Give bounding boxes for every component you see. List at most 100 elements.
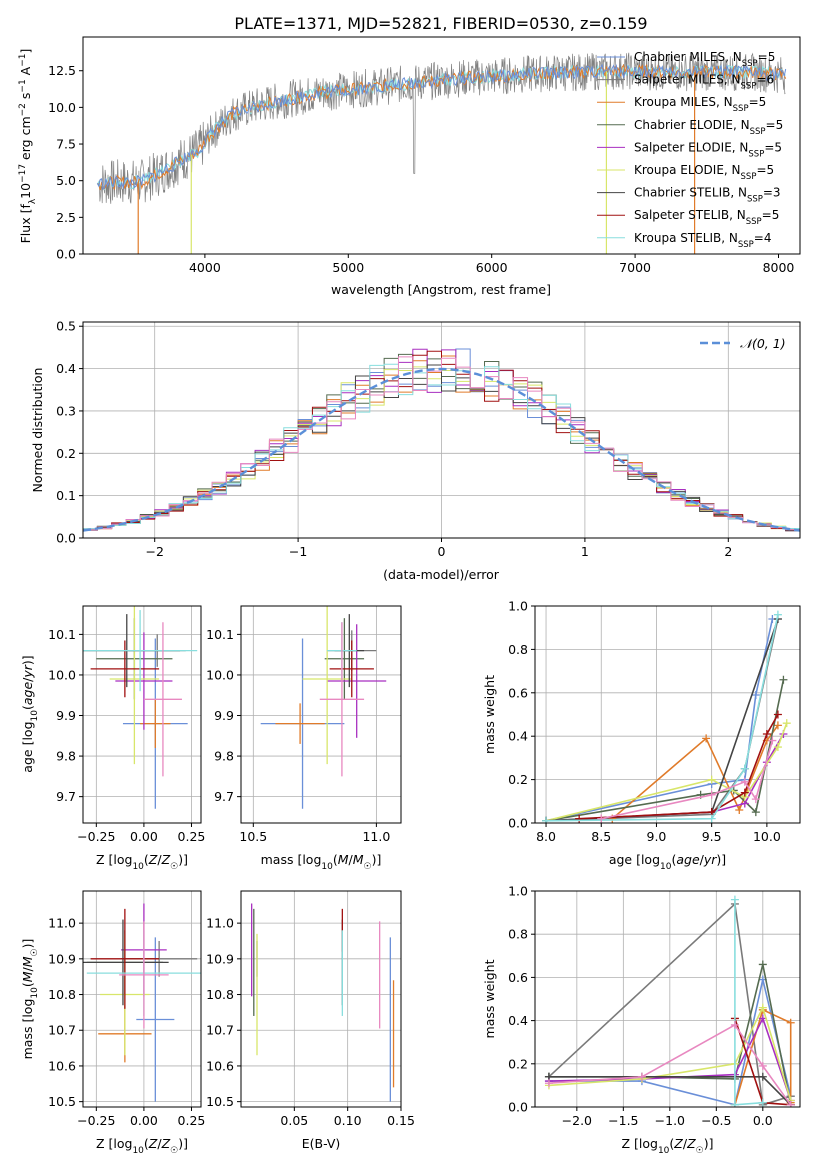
y-tick-label: 0.4 — [508, 1013, 528, 1028]
x-tick-label: −0.25 — [77, 1113, 115, 1128]
mass-weight-marker — [762, 730, 771, 739]
error-bar-point — [140, 699, 171, 748]
mass-weight-marker — [735, 805, 744, 814]
axes-frame — [240, 890, 402, 1108]
mass-weight-marker — [544, 1079, 553, 1088]
y-tick-label: 9.9 — [214, 708, 234, 723]
mass-weight-marker — [740, 764, 749, 773]
y-axis-label: mass weight — [482, 675, 497, 754]
y-axis-label: Normed distribution — [30, 368, 45, 493]
mass-weight-marker — [773, 743, 782, 752]
x-tick-label: 11.0 — [362, 829, 390, 844]
mass-weight-marker — [730, 1020, 739, 1029]
error-bar-point — [275, 703, 325, 744]
y-tick-label: 0.0 — [56, 247, 76, 262]
y-tick-label: 9.8 — [214, 749, 234, 764]
model-spectrum-line — [96, 63, 787, 191]
x-tick-label: 4000 — [189, 260, 221, 275]
x-tick-label: 0.15 — [387, 1113, 415, 1128]
x-tick-label: 0 — [438, 544, 446, 559]
x-tick-label: 0.25 — [178, 1113, 206, 1128]
mass-weight-line — [545, 733, 785, 822]
y-tick-label: 0.2 — [508, 772, 528, 787]
mass-vs-metallicity-panel: −0.25 0.00 0.25 10.5 10.6 10.7 10.8 10.9 11.0 Z [… — [20, 890, 206, 1156]
mass-weight-line — [545, 679, 785, 822]
y-tick-label: 7.5 — [56, 137, 76, 152]
plot-area — [260, 606, 387, 809]
y-tick-label: 11.0 — [206, 916, 234, 931]
mass-weight-marker — [773, 710, 782, 719]
y-tick-label: 12.5 — [48, 63, 76, 78]
mass-weight-marker — [740, 788, 749, 797]
y-tick-label: 0.3 — [56, 403, 76, 418]
error-bar-point — [302, 606, 352, 765]
mass-weight-marker — [758, 960, 767, 969]
legend-entry: Kroupa MILES, NSSP=5 — [634, 95, 766, 114]
mass-weight-vs-metallicity-panel: −2.0 −1.5 −1.0 −0.5 0.0 0.0 0.2 0.4 0.6 0.8 1.0 Z [… — [482, 884, 801, 1156]
legend-entry: Kroupa STELIB, NSSP=4 — [634, 231, 772, 250]
y-tick-label: 10.7 — [48, 1023, 76, 1038]
plot-area — [83, 903, 201, 1102]
error-bar-point — [324, 618, 365, 700]
x-axis-label: wavelength [Angstrom, rest frame] — [331, 282, 551, 297]
residual-histogram-panel: −2 −1 0 1 2 0.0 0.1 0.2 0.3 0.4 0.5 𝒩(0, 1) (data-mo… — [30, 319, 801, 582]
age-vs-metallicity-panel: −0.25 0.00 0.25 9.7 9.8 9.9 10.0 10.1 Z [log10(Z… — [20, 605, 205, 872]
y-axis-label: age [log10(age/yr)] — [20, 655, 40, 772]
error-bar-point — [83, 610, 198, 692]
x-tick-label: −2.0 — [562, 1113, 592, 1128]
y-tick-label: 0.2 — [508, 1056, 528, 1071]
axes-frame — [82, 36, 801, 255]
x-tick-label: 0.10 — [334, 1113, 362, 1128]
y-tick-label: 10.8 — [206, 987, 234, 1002]
axes-frame — [534, 605, 801, 824]
mass-weight-marker — [773, 610, 782, 619]
residual-histogram — [83, 364, 800, 532]
mass-weight-marker — [782, 719, 791, 728]
mass-weight-marker — [751, 795, 760, 804]
legend-entry: Salpeter STELIB, NSSP=5 — [634, 208, 779, 227]
axes-frame — [240, 605, 402, 824]
y-tick-label: 0.8 — [508, 642, 528, 657]
x-tick-label: 7000 — [619, 260, 651, 275]
model-spectrum-line — [97, 64, 787, 191]
error-bar-point — [136, 937, 175, 1102]
error-bar-point — [143, 622, 182, 777]
x-tick-label: −2 — [145, 544, 163, 559]
x-tick-label: 10.5 — [239, 829, 267, 844]
y-tick-label: 2.5 — [56, 210, 76, 225]
y-tick-label: 9.7 — [214, 789, 234, 804]
mass-weight-marker — [779, 675, 788, 684]
plot-area — [83, 606, 198, 809]
y-tick-label: 10.0 — [206, 667, 234, 682]
x-tick-label: 1 — [581, 544, 589, 559]
mass-weight-marker — [702, 734, 711, 743]
plot-area — [96, 52, 787, 254]
x-axis-label: Z [log10(Z/Z☉)] — [96, 852, 188, 872]
y-tick-label: 0.6 — [508, 685, 528, 700]
mass-weight-line — [545, 614, 779, 822]
x-tick-label: 9.0 — [647, 829, 667, 844]
axes-frame — [82, 605, 202, 824]
y-tick-label: 0.0 — [508, 816, 528, 831]
error-bar-point — [327, 624, 387, 738]
y-tick-label: 0.6 — [508, 970, 528, 985]
y-tick-label: 0.0 — [56, 531, 76, 546]
legend-entry: 𝒩(0, 1) — [740, 336, 786, 351]
mass-weight-vs-age-panel: 8.0 8.5 9.0 9.5 10.0 0.0 0.2 0.4 0.6 0.8 1.0 age [l… — [482, 599, 801, 872]
y-tick-label: 10.6 — [48, 1058, 76, 1073]
y-axis-label: Flux [fλ10−17 erg cm−2 s−1 A−1] — [18, 49, 38, 244]
error-bar-point — [90, 640, 160, 698]
mass-weight-marker — [773, 721, 782, 730]
x-tick-label: 0.00 — [130, 829, 158, 844]
figure-title: PLATE=1371, MJD=52821, FIBERID=0530, z=0… — [234, 14, 647, 33]
mass-weight-marker — [751, 690, 760, 699]
mass-weight-marker — [758, 1061, 767, 1070]
y-tick-label: 10.6 — [206, 1058, 234, 1073]
x-axis-label: E(B-V) — [302, 1136, 341, 1151]
y-tick-label: 10.5 — [206, 1094, 234, 1109]
axes-frame — [534, 890, 801, 1108]
plot-area — [83, 348, 800, 532]
x-tick-label: −1.5 — [608, 1113, 638, 1128]
x-tick-label: 9.5 — [702, 829, 722, 844]
